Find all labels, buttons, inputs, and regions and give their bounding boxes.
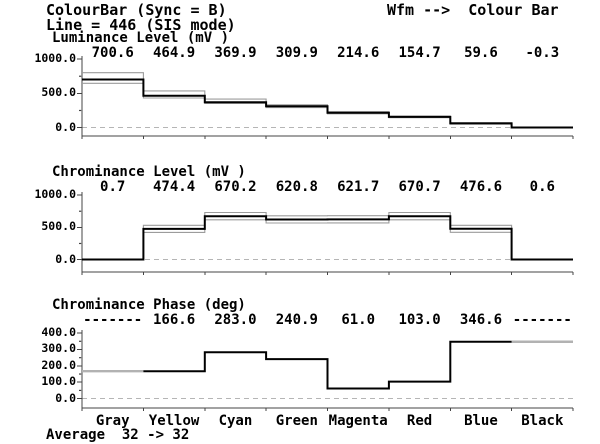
y-axis-label: 100.0	[41, 374, 76, 389]
measured-value: 670.7	[398, 179, 441, 195]
y-axis-label: 0.0	[55, 251, 76, 266]
source-indicator: Wfm --> Colour Bar	[387, 1, 559, 19]
y-axis-label: 0.0	[55, 390, 76, 405]
y-axis-label: 200.0	[41, 357, 76, 372]
y-axis-label: 1000.0	[34, 51, 76, 65]
y-axis-label: 300.0	[41, 341, 76, 356]
category-label: Cyan	[218, 413, 253, 429]
measured-value: -0.3	[525, 45, 560, 61]
y-axis-label: 500.0	[41, 85, 76, 100]
measured-value: 0.7	[100, 179, 126, 195]
category-label: Red	[406, 413, 433, 429]
measured-value: 369.9	[214, 45, 257, 61]
measured-value: 476.6	[459, 179, 503, 195]
category-label: Blue	[464, 413, 498, 429]
measured-value: 61.0	[341, 312, 376, 328]
measured-value: 474.4	[152, 179, 196, 195]
luminance-chart-title: Luminance Level (mV )	[52, 30, 230, 46]
measured-value: 59.6	[464, 45, 498, 61]
measured-value: 154.7	[398, 45, 441, 61]
measured-value: 0.6	[529, 179, 555, 195]
measured-value: 309.9	[275, 45, 318, 61]
measured-value: 464.9	[152, 45, 196, 61]
category-label: Magenta	[328, 413, 388, 429]
category-label: Yellow	[148, 413, 200, 429]
measured-value: -------	[512, 312, 572, 328]
measured-value: 214.6	[337, 45, 380, 61]
chrominance-phase-chart-title: Chrominance Phase (deg)	[52, 297, 246, 313]
measurement-mode-title: ColourBar (Sync = B)	[46, 1, 227, 19]
measured-value: 700.6	[91, 45, 134, 61]
average-status: Average 32 -> 32	[46, 427, 190, 443]
category-label: Green	[275, 413, 318, 429]
measured-value: 240.9	[275, 312, 318, 328]
measured-value: 283.0	[214, 312, 257, 328]
category-label: Gray	[95, 413, 130, 429]
measured-value: 620.8	[275, 179, 318, 195]
category-label: Black	[521, 413, 564, 429]
y-axis-label: 0.0	[55, 119, 76, 134]
measured-value: 103.0	[398, 312, 441, 328]
y-axis-label: 500.0	[41, 219, 76, 234]
measured-value: 621.7	[337, 179, 380, 195]
chrominance-level-chart-title: Chrominance Level (mV )	[52, 164, 246, 180]
y-axis-label: 1000.0	[34, 187, 76, 201]
line-info: Line = 446 (SIS mode)	[46, 16, 236, 34]
measured-value: 670.2	[214, 179, 257, 195]
y-axis-label: 400.0	[41, 325, 76, 339]
measured-value: 346.6	[459, 312, 503, 328]
measured-value: -------	[83, 312, 143, 328]
measured-value: 166.6	[152, 312, 196, 328]
